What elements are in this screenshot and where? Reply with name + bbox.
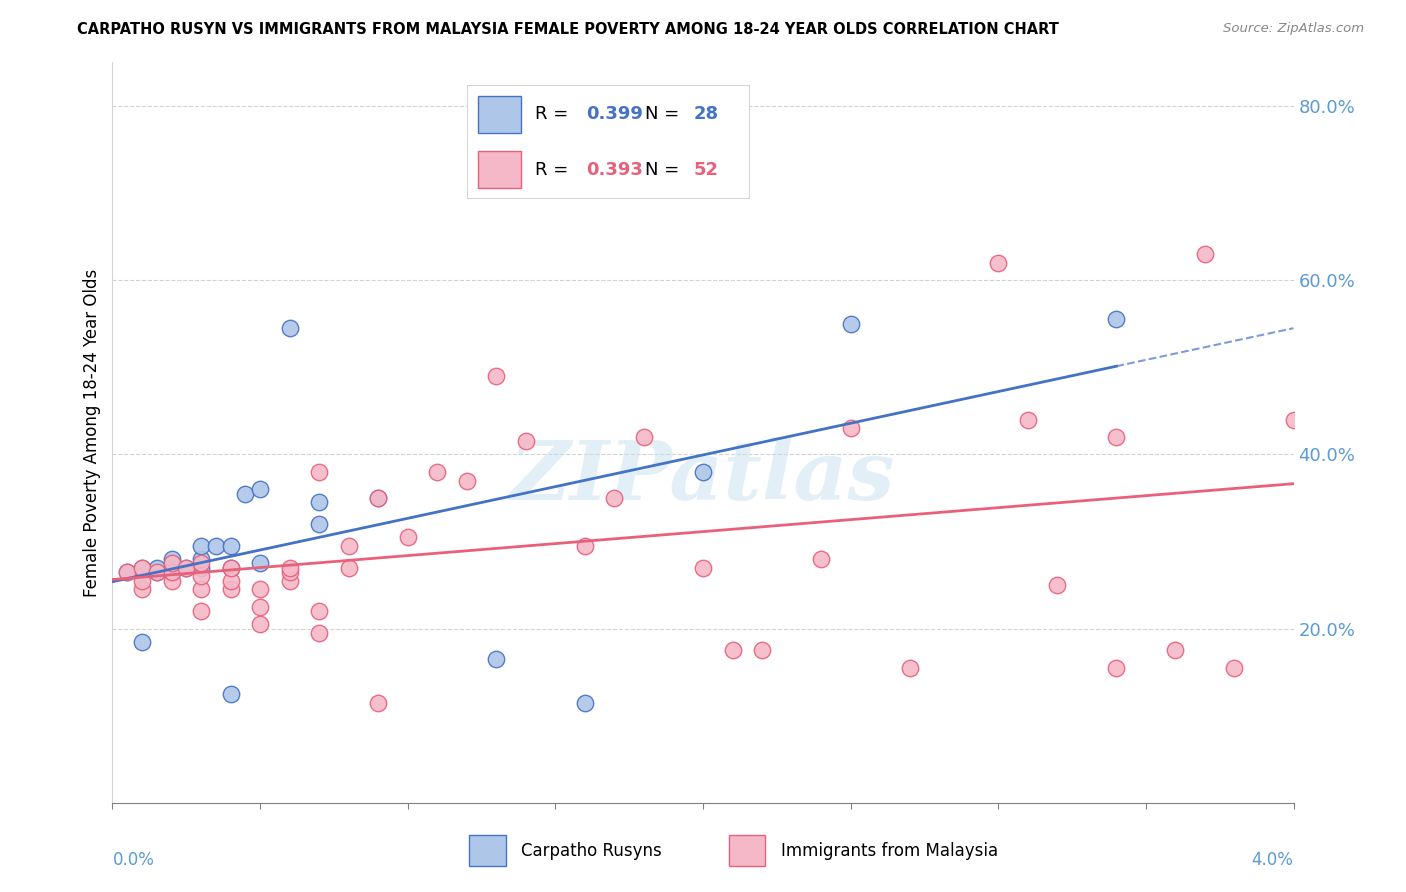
Point: [308, 604, 330, 618]
Point: [131, 560, 153, 574]
Point: [1194, 247, 1216, 261]
Text: ZIPatlas: ZIPatlas: [510, 437, 896, 517]
Point: [1017, 412, 1039, 426]
Point: [249, 599, 271, 614]
Point: [1105, 430, 1128, 444]
Point: [190, 604, 212, 618]
Point: [219, 539, 242, 553]
Point: [308, 495, 330, 509]
Point: [839, 317, 862, 331]
Point: [249, 582, 271, 597]
Point: [146, 560, 169, 574]
Point: [278, 560, 301, 574]
Point: [1105, 312, 1128, 326]
Point: [337, 539, 360, 553]
Point: [190, 552, 212, 566]
Point: [160, 574, 183, 588]
Point: [160, 556, 183, 570]
Point: [205, 539, 228, 553]
Point: [278, 574, 301, 588]
Point: [308, 626, 330, 640]
Text: 0.0%: 0.0%: [112, 851, 155, 869]
Point: [751, 643, 773, 657]
Point: [190, 569, 212, 583]
Point: [174, 560, 197, 574]
Point: [1223, 661, 1246, 675]
Point: [131, 574, 153, 588]
Point: [219, 574, 242, 588]
Point: [839, 421, 862, 435]
Point: [367, 696, 389, 710]
Point: [233, 486, 256, 500]
Point: [131, 582, 153, 597]
Point: [219, 560, 242, 574]
Point: [160, 552, 183, 566]
Point: [337, 560, 360, 574]
Point: [515, 434, 537, 449]
Text: Source: ZipAtlas.com: Source: ZipAtlas.com: [1223, 22, 1364, 36]
Point: [898, 661, 921, 675]
Point: [367, 491, 389, 505]
Point: [160, 556, 183, 570]
Point: [574, 539, 596, 553]
Point: [190, 582, 212, 597]
Point: [485, 369, 508, 384]
Point: [278, 321, 301, 335]
Point: [131, 560, 153, 574]
Point: [117, 565, 138, 579]
Point: [219, 560, 242, 574]
Point: [633, 430, 655, 444]
Point: [1282, 412, 1305, 426]
Point: [426, 465, 449, 479]
Point: [485, 652, 508, 666]
Point: [160, 565, 183, 579]
Point: [278, 565, 301, 579]
Point: [249, 556, 271, 570]
Point: [1105, 661, 1128, 675]
Point: [721, 643, 744, 657]
Point: [190, 539, 212, 553]
Point: [219, 687, 242, 701]
Y-axis label: Female Poverty Among 18-24 Year Olds: Female Poverty Among 18-24 Year Olds: [83, 268, 101, 597]
Point: [1046, 578, 1069, 592]
Point: [160, 565, 183, 579]
Point: [308, 517, 330, 532]
Point: [367, 491, 389, 505]
Point: [810, 552, 832, 566]
Text: 4.0%: 4.0%: [1251, 851, 1294, 869]
Point: [190, 556, 212, 570]
Point: [308, 465, 330, 479]
Point: [146, 565, 169, 579]
Point: [249, 482, 271, 496]
Point: [603, 491, 626, 505]
Point: [174, 560, 197, 574]
Point: [574, 696, 596, 710]
Point: [131, 634, 153, 648]
Text: CARPATHO RUSYN VS IMMIGRANTS FROM MALAYSIA FEMALE POVERTY AMONG 18-24 YEAR OLDS : CARPATHO RUSYN VS IMMIGRANTS FROM MALAYS…: [77, 22, 1059, 37]
Point: [692, 560, 714, 574]
Point: [456, 474, 478, 488]
Point: [396, 530, 419, 544]
Point: [692, 465, 714, 479]
Point: [987, 256, 1010, 270]
Point: [1164, 643, 1187, 657]
Point: [146, 565, 169, 579]
Point: [190, 560, 212, 574]
Point: [249, 617, 271, 632]
Point: [219, 582, 242, 597]
Point: [117, 565, 138, 579]
